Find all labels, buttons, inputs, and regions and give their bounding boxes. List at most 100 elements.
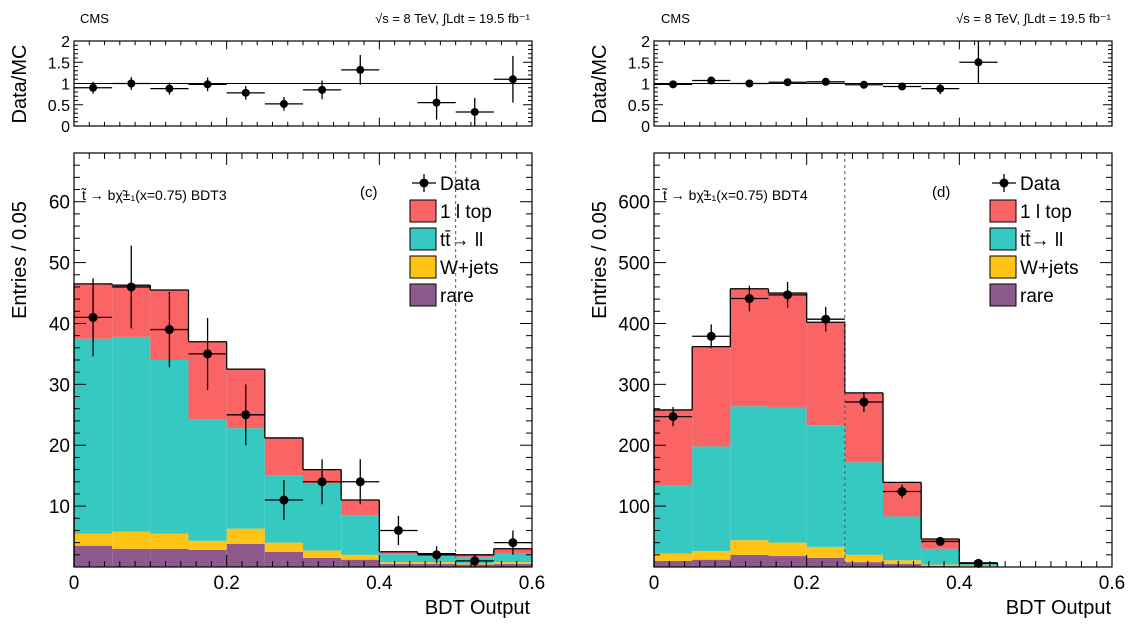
x-axis-label: BDT Output xyxy=(1006,597,1112,619)
ratio-tick-label: 1.5 xyxy=(48,55,70,72)
legend-label: rare xyxy=(1020,286,1054,307)
process-label: t̃ → bχ̃±₁(x=0.75) BDT3 xyxy=(81,187,227,203)
data-point xyxy=(897,487,907,497)
panel-tag: (d) xyxy=(932,184,950,201)
histogram-bar xyxy=(883,560,922,564)
histogram-bar xyxy=(341,554,380,560)
histogram-bar xyxy=(768,293,807,408)
y-tick-label: 400 xyxy=(618,314,650,335)
y-tick-label: 60 xyxy=(49,193,70,214)
histogram-bar xyxy=(264,551,303,567)
ratio-point xyxy=(279,99,288,108)
legend-label: rare xyxy=(440,286,474,307)
ratio-point xyxy=(974,58,983,67)
histogram-bar xyxy=(112,548,151,567)
legend-swatch xyxy=(409,227,437,251)
stack-w-jets xyxy=(654,540,998,567)
y-tick-label: 40 xyxy=(49,314,70,335)
ratio-point xyxy=(165,84,174,93)
histogram-bar xyxy=(692,559,731,567)
legend-swatch xyxy=(989,199,1017,223)
histogram-bar xyxy=(188,549,227,567)
y-ticks: 10 20 30 40 50 60 xyxy=(49,152,532,568)
legend-label: 1 l top xyxy=(440,202,492,223)
y-tick-label: 500 xyxy=(618,254,650,275)
ratio-point xyxy=(127,79,136,88)
ratio-axis-label: Data/MC xyxy=(9,45,31,124)
histogram-bar xyxy=(150,360,189,534)
panel-tag: (c) xyxy=(360,184,378,201)
ratio-axis-label: Data/MC xyxy=(589,45,611,124)
histogram-bar xyxy=(654,560,693,567)
histogram-bar xyxy=(806,322,845,426)
legend-data-marker xyxy=(999,178,1009,188)
x-tick-label: 0.6 xyxy=(519,573,545,594)
legend-label: tt̄→ ll xyxy=(440,230,483,251)
histogram-bar xyxy=(730,406,769,541)
histogram-bar xyxy=(730,554,769,567)
panel-right: CMS √s = 8 TeV, ∫Ldt = 19.5 fb⁻¹ Data/MC… xyxy=(589,11,1112,619)
histogram-bar xyxy=(654,553,693,561)
chart-1: 0 0.2 0.4 0.6 100 200 300 400 500 600 0 0.5 1 1.5 2 xyxy=(618,34,1125,594)
legend-swatch xyxy=(989,283,1017,307)
ratio-point xyxy=(707,76,716,85)
histogram-bar xyxy=(341,515,380,555)
x-axis-label: BDT Output xyxy=(425,597,531,619)
histogram-bar xyxy=(493,562,532,564)
legend-label: 1 l top xyxy=(1020,202,1072,223)
histogram-bar xyxy=(188,540,227,550)
stack-rare xyxy=(654,554,998,567)
histogram-bar xyxy=(417,563,456,567)
y-axis-label: Entries / 0.05 xyxy=(589,201,611,319)
data-point xyxy=(393,525,403,535)
histogram-bar xyxy=(303,550,342,558)
ratio-point xyxy=(356,65,365,74)
histogram-bar xyxy=(921,548,960,565)
stack-tt-ll xyxy=(74,336,532,564)
y-tick-label: 50 xyxy=(49,254,70,275)
data-point xyxy=(126,282,136,292)
legend-label: Data xyxy=(1020,174,1061,195)
histogram-bar xyxy=(264,542,303,552)
ratio-tick-label: 0 xyxy=(61,119,70,136)
data-point xyxy=(164,325,174,335)
y-tick-label: 600 xyxy=(618,193,650,214)
histogram-bar xyxy=(883,563,922,567)
data-point xyxy=(783,290,793,300)
data-point xyxy=(508,538,518,548)
legend-label: Data xyxy=(440,174,481,195)
ratio-point xyxy=(203,80,212,89)
histogram-bar xyxy=(806,546,845,558)
histogram-bar xyxy=(768,556,807,567)
y-ticks: 100 200 300 400 500 600 xyxy=(618,152,1112,568)
histogram-bar xyxy=(844,562,883,567)
ratio-point xyxy=(745,79,754,88)
data-series xyxy=(654,282,998,568)
ratio-point xyxy=(936,84,945,93)
legend-data-marker xyxy=(419,178,429,188)
data-point xyxy=(973,558,983,568)
x-tick-label: 0 xyxy=(649,573,660,594)
ratio-panel: 0 0.5 1 1.5 2 xyxy=(48,34,533,136)
histogram-bar xyxy=(692,346,731,447)
ratio-point xyxy=(783,78,792,87)
histogram-bar xyxy=(226,543,265,567)
data-point xyxy=(317,477,327,487)
y-tick-label: 200 xyxy=(618,436,650,457)
legend: Data 1 l top tt̄→ ll W+jets rare xyxy=(989,174,1079,307)
data-point xyxy=(88,312,98,322)
data-point xyxy=(355,477,365,487)
y-tick-label: 10 xyxy=(49,497,70,518)
ratio-tick-label: 1.5 xyxy=(628,55,650,72)
histogram-bar xyxy=(74,545,113,567)
x-tick-label: 0.4 xyxy=(366,573,393,594)
histogram-bar xyxy=(806,425,845,547)
histogram-bar xyxy=(150,533,189,549)
legend-swatch xyxy=(989,255,1017,279)
y-axis-label: Entries / 0.05 xyxy=(9,201,31,319)
x-tick-label: 0.4 xyxy=(946,573,973,594)
histogram-bar xyxy=(493,552,532,563)
energy-lumi-label: √s = 8 TeV, ∫Ldt = 19.5 fb⁻¹ xyxy=(375,11,531,26)
